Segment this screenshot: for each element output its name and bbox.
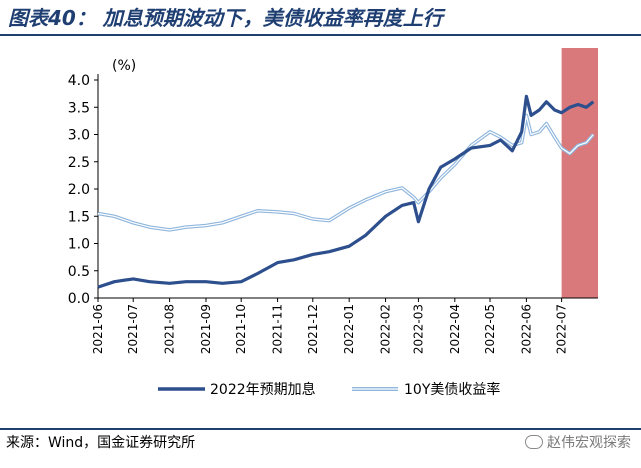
- y-tick-label: 1.5: [68, 209, 90, 225]
- watermark: 赵伟宏观探索: [525, 432, 631, 452]
- chart-title: 图表40： 加息预期波动下，美债收益率再度上行: [8, 6, 443, 30]
- x-tick-label: 2021-12: [306, 304, 320, 354]
- title-divider: [0, 34, 641, 36]
- x-tick-label: 2022-02: [379, 304, 393, 354]
- y-tick-label: 3.5: [68, 100, 90, 116]
- x-tick-label: 2022-01: [342, 304, 356, 354]
- footer-divider: [0, 428, 641, 430]
- line-chart: (%) 0.0 0.5 1.0 1.5 2.0 2.5 3.0 3.5 4.0 2021-06 202…: [68, 48, 598, 398]
- x-tick-label: 2021-09: [199, 304, 213, 354]
- y-tick-label: 4.0: [68, 73, 90, 89]
- y-tick-label: 0.0: [68, 291, 90, 307]
- x-tick-label: 2021-10: [234, 304, 248, 354]
- x-tick-label: 2022-05: [483, 304, 497, 354]
- x-tick-label: 2021-11: [271, 304, 285, 354]
- x-tick-label: 2021-07: [126, 304, 140, 354]
- highlight-band: [561, 48, 598, 298]
- watermark-text: 赵伟宏观探索: [547, 435, 631, 451]
- x-tick-label: 2022-04: [448, 304, 462, 354]
- legend-label-rate-hike: 2022年预期加息: [210, 381, 316, 398]
- wechat-icon: [525, 435, 543, 449]
- series-line-10y-yield-core: [97, 114, 594, 231]
- y-tick-label: 1.0: [68, 237, 90, 253]
- y-axis-label: (%): [112, 58, 136, 74]
- y-tick-label: 2.0: [68, 182, 90, 198]
- series-line-10y-yield: [97, 113, 595, 232]
- y-tick-label: 3.0: [68, 128, 90, 144]
- source-note: 来源：Wind，国金证券研究所: [6, 435, 196, 451]
- x-tick-label: 2021-06: [91, 304, 105, 354]
- x-tick-label: 2022-06: [519, 304, 533, 354]
- x-tick-label: 2021-08: [163, 304, 177, 354]
- y-tick-label: 2.5: [68, 155, 90, 171]
- x-tick-label: 2022-07: [555, 304, 569, 354]
- x-tick-label: 2022-03: [411, 304, 425, 354]
- series-line-rate-hike: [97, 94, 595, 289]
- legend-label-10y-yield: 10Y美债收益率: [404, 381, 500, 398]
- y-tick-label: 0.5: [68, 264, 90, 280]
